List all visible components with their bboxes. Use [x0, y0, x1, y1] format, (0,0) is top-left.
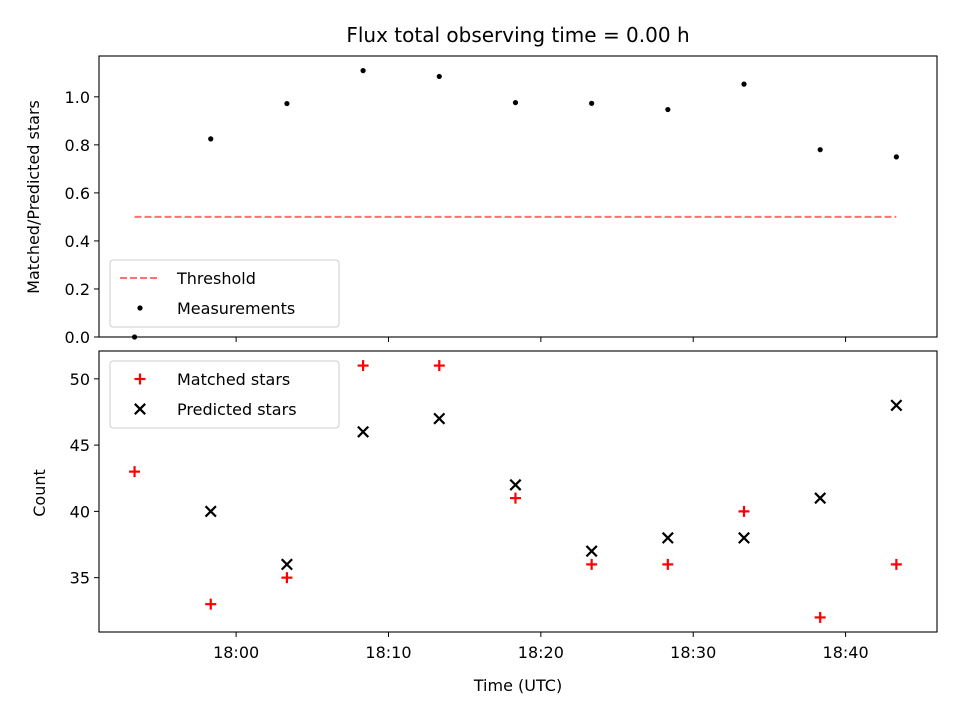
- bottom-y-tick-label-1: 40: [70, 502, 90, 521]
- bottom-series-0-point-1: [205, 598, 217, 610]
- bottom-legend-label-0: Matched stars: [177, 370, 290, 389]
- top-y-tick-label-4: 0.8: [65, 136, 90, 155]
- bottom-legend: Matched stars Predicted stars: [109, 360, 340, 429]
- x-tick-label-0: 18:00: [213, 643, 259, 662]
- x-tick-label-4: 18:40: [823, 643, 869, 662]
- top-panel: 0.0 0.2 0.4 0.6 0.8 1.0 Threshold Measurements: [65, 55, 938, 347]
- top-series-1-point-2: [284, 100, 290, 107]
- bottom-series-1-point-9: [814, 492, 827, 505]
- x-axis-label: Time (UTC): [473, 676, 562, 695]
- bottom-series-0-point-7: [662, 558, 674, 570]
- bottom-series-0-point-3: [357, 360, 369, 372]
- bottom-series-1-point-4: [433, 412, 446, 425]
- top-legend-label-1: Measurements: [177, 299, 295, 318]
- chart-title: Flux total observing time = 0.00 h: [346, 23, 689, 47]
- bottom-y-axis-label: Count: [30, 469, 49, 517]
- top-y-tick-label-0: 0.0: [65, 328, 90, 347]
- bottom-y-tick-label-3: 50: [70, 370, 90, 389]
- bottom-series-1-point-3: [357, 425, 370, 438]
- bottom-series-1-point-10: [890, 399, 903, 412]
- bottom-series-1-point-8: [738, 531, 750, 544]
- bottom-series-1-point-2: [280, 558, 293, 571]
- top-axes-frame: [98, 55, 938, 338]
- bottom-legend-label-1: Predicted stars: [177, 400, 297, 419]
- x-tick-label-3: 18:30: [670, 643, 716, 662]
- bottom-series-1-point-6: [585, 545, 598, 558]
- bottom-legend-marker-1: [134, 403, 146, 415]
- x-tick-label-2: 18:20: [518, 643, 564, 662]
- bottom-series-1-point-7: [661, 531, 674, 544]
- top-series-1-point-10: [893, 154, 899, 160]
- bottom-series-0-point-10: [890, 558, 902, 570]
- top-series-1-point-5: [512, 99, 519, 106]
- bottom-series-0-point-4: [433, 360, 445, 372]
- top-series-1-point-4: [436, 73, 442, 80]
- bottom-axes-frame: [98, 350, 938, 633]
- bottom-series-1-point-1: [204, 505, 217, 518]
- bottom-series-0-point-0: [129, 466, 141, 478]
- x-tick-label-1: 18:10: [365, 643, 411, 662]
- top-series-1-point-9: [817, 147, 823, 153]
- top-y-tick-label-3: 0.6: [65, 184, 90, 203]
- top-series-1-point-7: [665, 106, 671, 113]
- top-series-1-point-3: [360, 68, 366, 74]
- bottom-series-1-point-5: [509, 478, 522, 491]
- top-y-tick-label-1: 0.2: [65, 280, 90, 299]
- bottom-series-0-point-6: [586, 558, 598, 570]
- bottom-series-0-point-9: [814, 611, 826, 623]
- bottom-y-tick-label-0: 35: [70, 569, 90, 588]
- top-series-1-point-6: [589, 100, 595, 106]
- top-legend-marker-1: [137, 305, 143, 311]
- top-y-tick-label-5: 1.0: [65, 88, 90, 107]
- bottom-series-0-point-8: [738, 505, 750, 517]
- top-series-1-point-1: [208, 136, 214, 142]
- bottom-series-0-point-5: [509, 492, 521, 504]
- top-y-axis-label: Matched/Predicted stars: [24, 100, 43, 294]
- top-y-tick-label-2: 0.4: [65, 232, 90, 251]
- bottom-series-0-point-2: [281, 572, 293, 584]
- top-legend: Threshold Measurements: [109, 259, 340, 328]
- bottom-panel: 35 40 45 50 18:00 18:10 18:20 18:30 18:40 Matched…: [70, 350, 938, 662]
- bottom-y-tick-label-2: 45: [70, 436, 90, 455]
- top-legend-label-0: Threshold: [176, 269, 256, 288]
- bottom-legend-marker-0: [134, 373, 146, 385]
- top-series-1-point-8: [741, 81, 747, 87]
